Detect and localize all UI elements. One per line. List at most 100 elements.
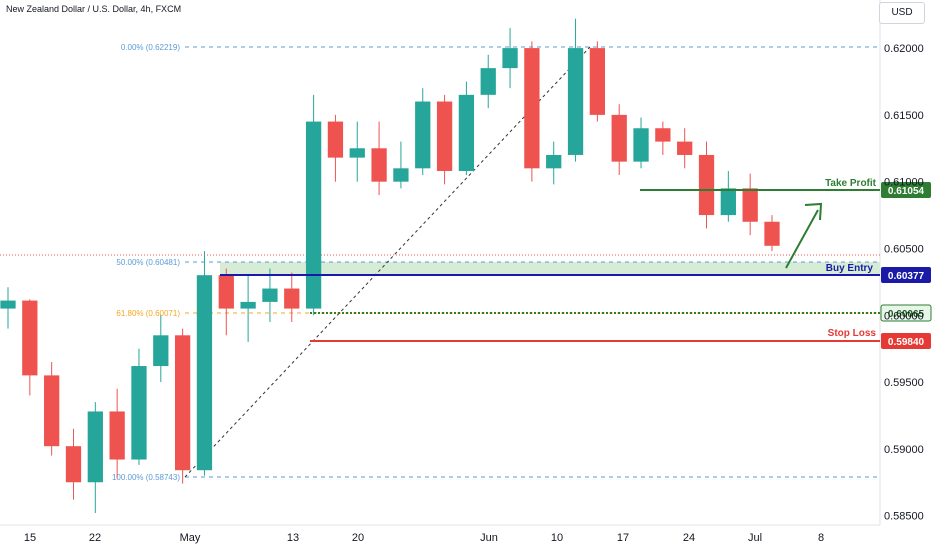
projection-arrow-head	[804, 202, 823, 221]
x-tick-label: 8	[818, 532, 824, 544]
candle-body	[153, 335, 169, 367]
candle	[524, 41, 540, 182]
candle	[44, 362, 60, 456]
y-tick-label: 0.61000	[884, 177, 924, 189]
candle	[262, 268, 278, 322]
candle	[655, 121, 671, 155]
candle-body	[502, 48, 518, 69]
x-tick-label: 24	[683, 532, 695, 544]
candle	[284, 272, 300, 322]
candle-body	[611, 114, 627, 162]
candle	[502, 28, 518, 89]
candle-body	[480, 68, 496, 95]
candle-body	[262, 288, 278, 302]
candle-body	[546, 154, 562, 169]
candle	[480, 54, 496, 109]
candle-body	[371, 148, 387, 182]
candle	[371, 121, 387, 196]
candle	[87, 402, 103, 513]
candle-body	[131, 366, 147, 460]
candle-body	[44, 375, 60, 447]
fib-level-0-label: 0.00% (0.62219)	[121, 43, 180, 52]
candle	[415, 88, 431, 175]
y-tick-label: 0.60000	[884, 310, 924, 322]
buy-entry-value: 0.60377	[888, 271, 925, 282]
candle	[174, 328, 191, 484]
candle	[22, 299, 38, 396]
candle-body	[524, 48, 540, 169]
candle-body	[567, 48, 584, 155]
candle	[589, 41, 606, 122]
x-tick-label: 13	[287, 532, 299, 544]
x-tick-label: 20	[352, 532, 364, 544]
buy-zone	[220, 262, 880, 275]
y-tick-label: 0.58500	[884, 511, 924, 523]
candle-body	[677, 141, 693, 155]
stop-loss-label: Stop Loss	[828, 328, 877, 339]
level-60065-value: 0.60065	[888, 309, 925, 320]
x-tick-label: May	[180, 532, 201, 544]
candle	[109, 388, 125, 479]
candle	[633, 117, 649, 169]
candle	[131, 348, 147, 465]
candle-body	[589, 48, 606, 115]
candle	[349, 121, 365, 182]
buy-entry-label: Buy Entry	[826, 263, 874, 274]
candle-body	[720, 188, 736, 216]
fib-level-100-label: 100.00% (0.58743)	[112, 473, 180, 482]
candle	[218, 268, 234, 336]
candle-body	[349, 148, 365, 158]
candle	[720, 170, 736, 222]
candle	[153, 315, 169, 383]
candle-body	[742, 188, 758, 222]
candle	[764, 215, 780, 252]
chart-title: New Zealand Dollar / U.S. Dollar, 4h, FX…	[6, 4, 182, 14]
currency-button[interactable]: USD	[879, 2, 925, 24]
stop-loss-badge	[881, 333, 931, 349]
candle-body	[327, 121, 344, 158]
y-tick-label: 0.59000	[884, 444, 924, 456]
candle-body	[458, 94, 475, 171]
candle	[698, 141, 715, 229]
candle-body	[87, 411, 103, 483]
candle-body	[174, 335, 191, 471]
take-profit-badge	[881, 182, 931, 198]
candle	[611, 104, 627, 175]
y-tick-label: 0.62000	[884, 43, 924, 55]
x-tick-label: 22	[89, 532, 101, 544]
candle	[305, 94, 322, 316]
candle	[567, 18, 584, 162]
candle-body	[436, 101, 453, 171]
candle	[436, 94, 453, 185]
candle	[65, 428, 82, 500]
candle	[0, 287, 16, 329]
x-tick-label: Jun	[480, 532, 498, 544]
candle-body	[65, 446, 82, 483]
fib-level-50-label: 50.00% (0.60481)	[116, 258, 180, 267]
candle-body	[305, 121, 322, 309]
x-tick-label: Jul	[748, 532, 762, 544]
x-tick-label: 15	[24, 532, 36, 544]
take-profit-value: 0.61054	[888, 186, 925, 197]
fib-level-618-label: 61.80% (0.60071)	[116, 309, 180, 318]
candle	[742, 173, 758, 236]
y-tick-label: 0.60500	[884, 243, 924, 255]
candle-body	[218, 275, 234, 309]
candle-body	[415, 101, 431, 169]
candle-body	[633, 128, 649, 162]
y-tick-label: 0.61500	[884, 110, 924, 122]
buy-entry-badge	[881, 267, 931, 283]
y-tick-label: 0.59500	[884, 377, 924, 389]
candle	[327, 114, 344, 182]
candle-body	[109, 411, 125, 460]
fib-trend-line	[184, 46, 591, 478]
x-tick-label: 10	[551, 532, 563, 544]
candle-body	[284, 288, 300, 309]
take-profit-label: Take Profit	[825, 178, 877, 189]
candle-body	[698, 154, 715, 216]
candle	[240, 275, 256, 342]
candle	[196, 251, 213, 476]
candle	[393, 141, 409, 189]
